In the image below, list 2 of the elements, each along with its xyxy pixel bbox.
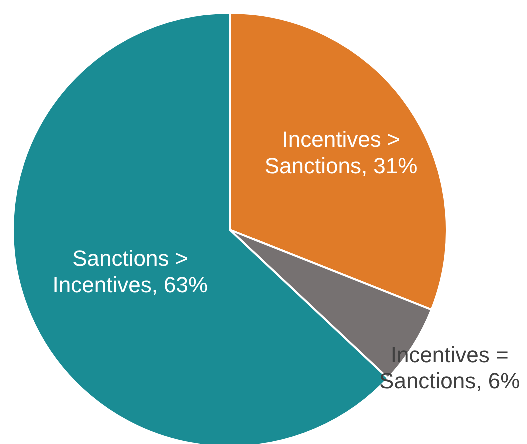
slice-label: Incentives > Sanctions, 31%: [264, 126, 418, 178]
slice-label: Sanctions > Incentives, 63%: [52, 246, 208, 298]
